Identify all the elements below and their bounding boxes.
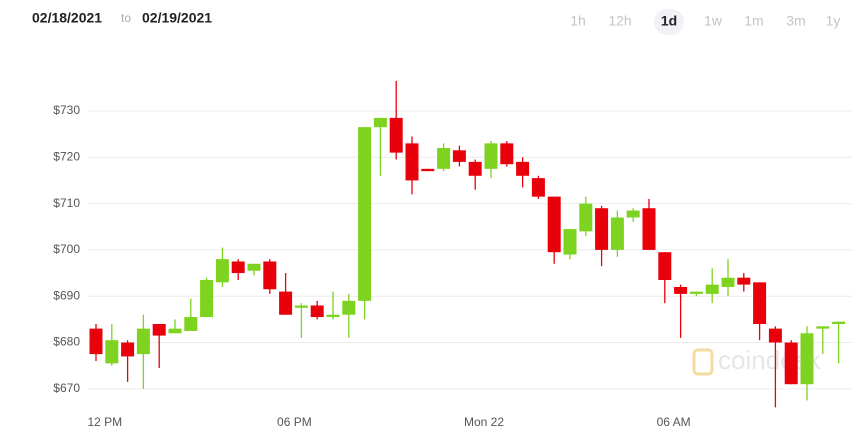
- date-separator: to: [121, 11, 131, 25]
- candle-body: [579, 203, 593, 232]
- candle-body: [389, 117, 403, 153]
- candle-body: [152, 324, 166, 336]
- x-tick-label: 06 PM: [277, 415, 312, 429]
- candle-body: [674, 286, 688, 294]
- date-from: 02/18/2021: [32, 10, 102, 26]
- candle-body: [184, 317, 198, 331]
- range-button[interactable]: 1y: [826, 13, 841, 29]
- y-tick-label: $680: [53, 335, 80, 349]
- candle-body: [310, 305, 324, 318]
- range-button[interactable]: 1h: [570, 13, 586, 29]
- candle-body: [547, 196, 561, 253]
- candle-body: [658, 252, 672, 280]
- x-tick-label: Mon 22: [464, 415, 504, 429]
- x-tick-label: 12 PM: [87, 415, 122, 429]
- candle-body: [800, 333, 814, 385]
- range-button[interactable]: 1m: [744, 13, 763, 29]
- range-button[interactable]: 12h: [608, 13, 631, 29]
- candle-body: [689, 291, 703, 294]
- candle-body: [737, 277, 751, 285]
- candle-body: [563, 229, 577, 255]
- x-tick-label: 06 AM: [657, 415, 691, 429]
- y-tick-label: $670: [53, 381, 80, 395]
- candle-body: [468, 161, 482, 176]
- y-tick-label: $710: [53, 196, 80, 210]
- candle-body: [247, 263, 261, 271]
- candle-body: [626, 210, 640, 218]
- candle-body: [595, 208, 609, 250]
- candle-body: [721, 277, 735, 287]
- candle-body: [215, 259, 229, 283]
- candle-body: [200, 280, 214, 318]
- y-tick-label: $730: [53, 103, 80, 117]
- candle-body: [89, 328, 103, 355]
- candle-body: [405, 143, 419, 181]
- candle-body: [610, 217, 624, 250]
- candle-body: [136, 328, 150, 355]
- candle-body: [358, 127, 372, 301]
- range-selector: 1h 12h 1d 1w 1m 3m 1y: [570, 9, 840, 35]
- candle-body: [816, 326, 830, 329]
- candle-body: [373, 117, 387, 128]
- range-button-bg[interactable]: [654, 9, 684, 35]
- candle-body: [642, 208, 656, 250]
- range-button[interactable]: 3m: [786, 13, 805, 29]
- candle-body: [326, 314, 340, 318]
- y-tick-label: $690: [53, 288, 80, 302]
- candle-body: [231, 261, 245, 274]
- candle-body: [705, 284, 719, 294]
- range-button[interactable]: 1w: [704, 13, 723, 29]
- candle-body: [832, 321, 846, 324]
- candle-body: [263, 261, 277, 290]
- candle-body: [484, 143, 498, 169]
- candle-body: [437, 148, 451, 169]
- candle-body: [168, 328, 182, 334]
- y-tick-label: $700: [53, 242, 80, 256]
- candle-body: [294, 305, 308, 308]
- candle-body: [516, 161, 530, 176]
- candle-body: [753, 282, 767, 324]
- candle-body: [105, 340, 119, 364]
- watermark-icon: [692, 348, 714, 376]
- candle-body: [768, 328, 782, 343]
- candle-body: [342, 300, 356, 315]
- candle-body: [121, 342, 135, 357]
- candle-body: [421, 168, 435, 172]
- candle-body: [452, 150, 466, 162]
- candle-body: [531, 178, 545, 197]
- date-to: 02/19/2021: [142, 10, 212, 26]
- candle-body: [500, 143, 514, 165]
- candle-body: [784, 342, 798, 385]
- range-button[interactable]: 1d: [661, 13, 677, 29]
- y-tick-label: $720: [53, 149, 80, 163]
- candle-body: [279, 291, 293, 315]
